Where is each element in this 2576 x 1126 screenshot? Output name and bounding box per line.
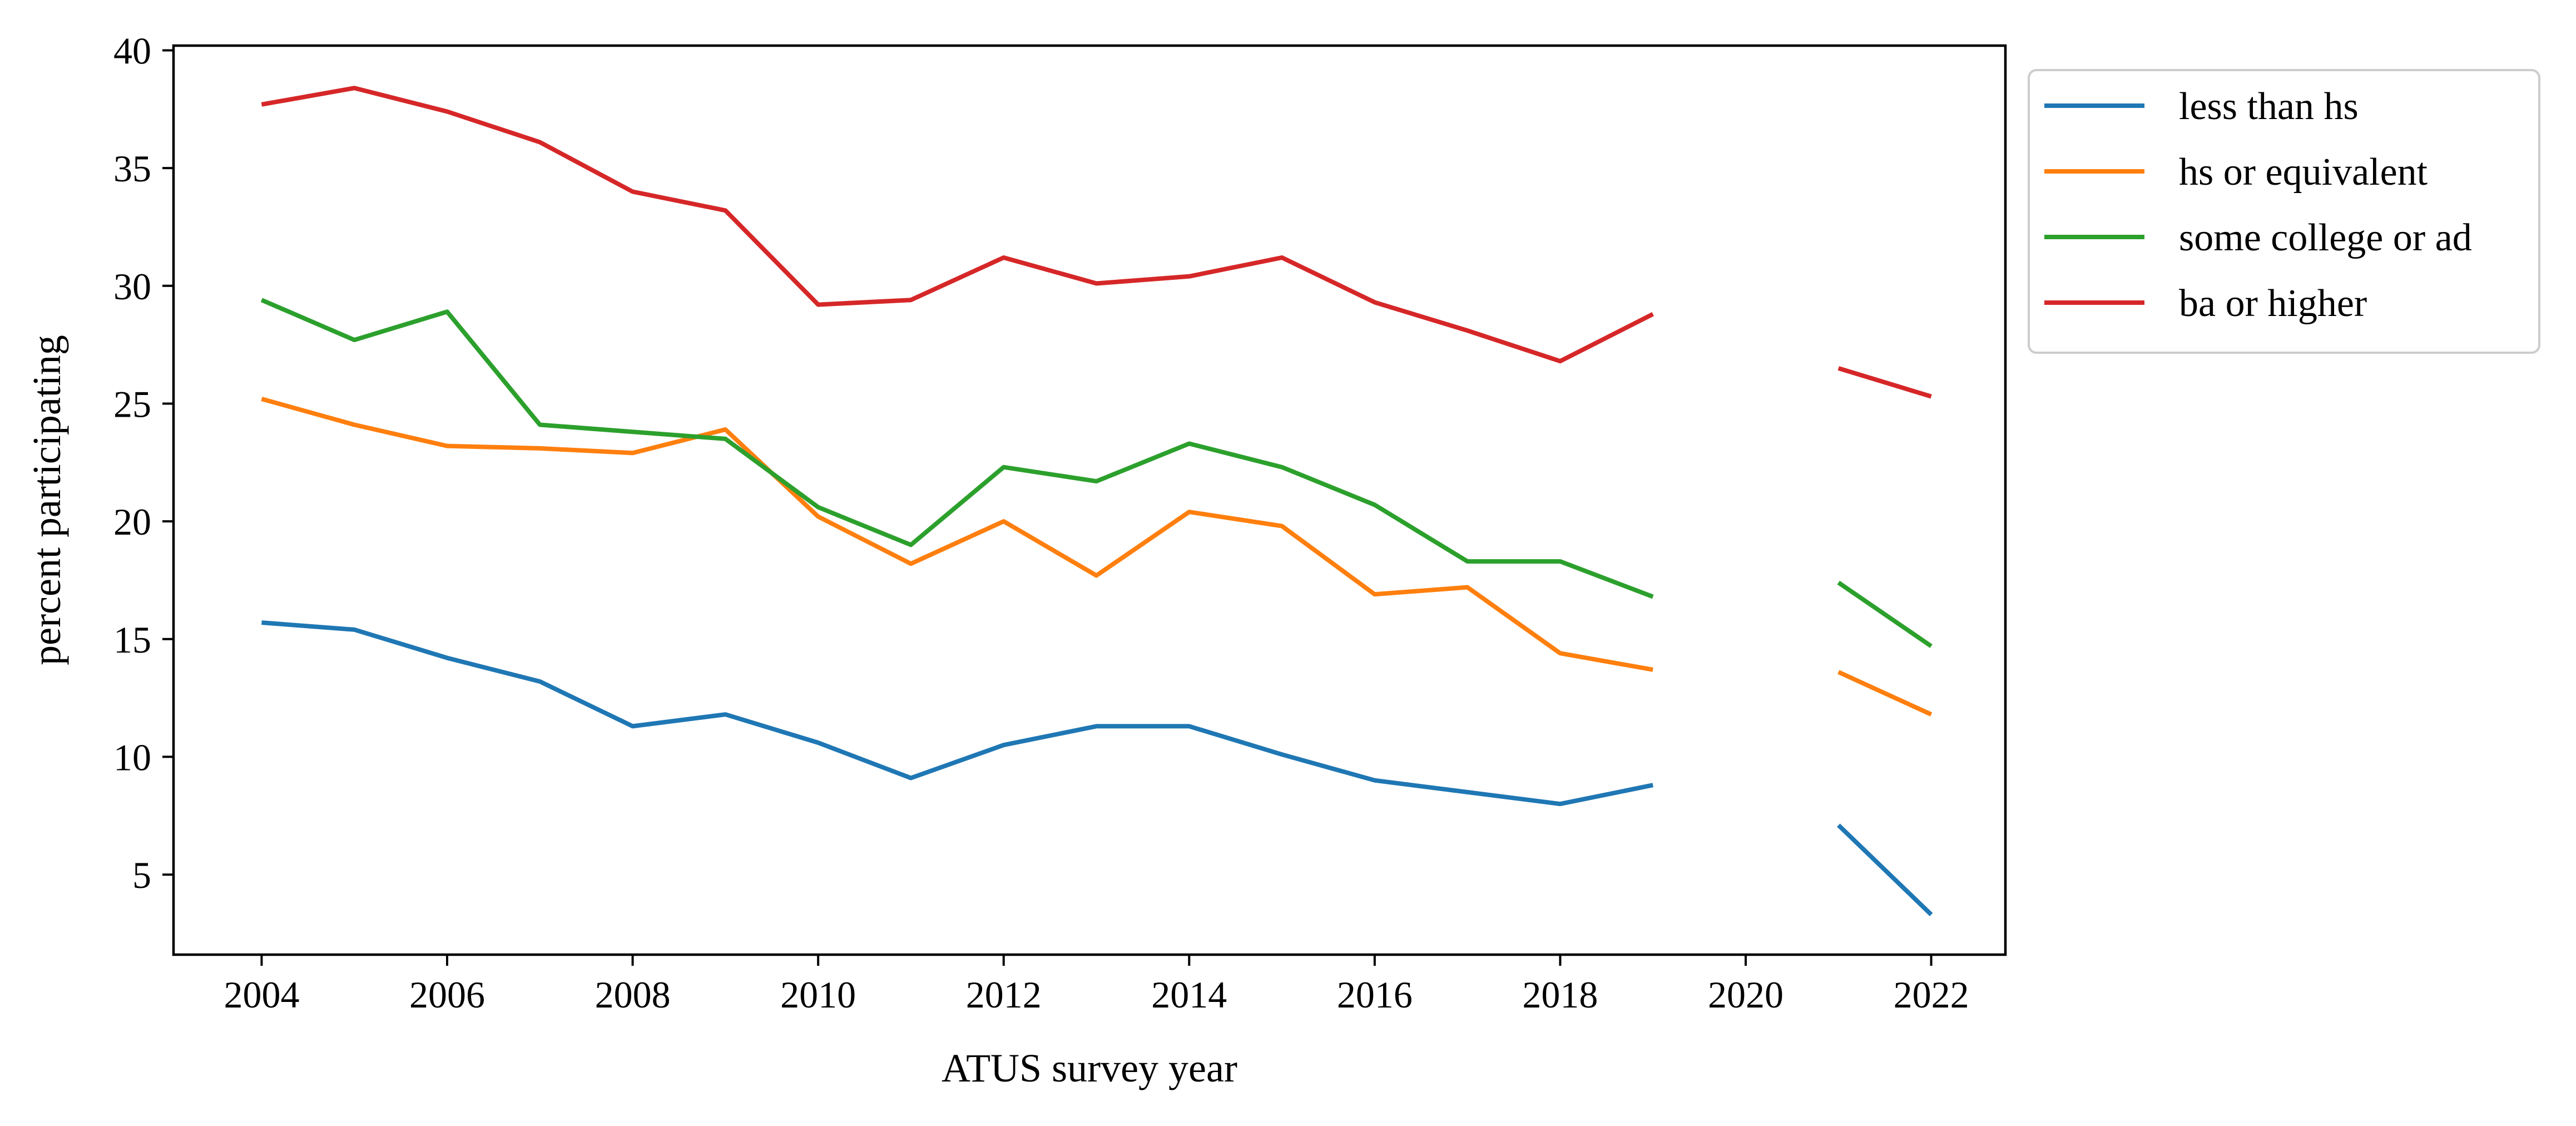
y-tick-label: 10: [113, 736, 151, 778]
series-line: [1837, 670, 1933, 717]
legend-label: ba or higher: [2179, 282, 2367, 325]
legend: less than hs hs or equivalent some college…: [2028, 69, 2540, 354]
series-line: [260, 298, 1654, 599]
legend-label: less than hs: [2179, 85, 2359, 128]
x-tick-label: 2008: [595, 974, 671, 1016]
plot-frame: [172, 44, 2007, 956]
x-tick-label: 2014: [1151, 974, 1227, 1016]
y-axis: 5 10 15 20 25 30 35 40: [113, 29, 174, 896]
legend-box: [2028, 69, 2540, 354]
x-tick-label: 2012: [966, 974, 1042, 1016]
x-tick-label: 2018: [1522, 974, 1598, 1016]
y-tick-label: 35: [113, 147, 151, 190]
series-line: [1837, 366, 1932, 399]
x-tick-label: 2016: [1337, 974, 1413, 1016]
y-tick-label: 15: [113, 619, 151, 661]
x-tick-label: 2004: [224, 974, 299, 1016]
series-line: [1837, 823, 1933, 916]
series-layer: [260, 86, 1933, 916]
y-tick-label: 20: [113, 501, 151, 543]
x-tick-label: 2022: [1894, 974, 1969, 1016]
y-tick-label: 30: [113, 265, 151, 308]
x-tick-label: 2006: [409, 974, 485, 1016]
series-line: [261, 397, 1653, 672]
y-tick-label: 25: [113, 383, 151, 425]
y-tick-label: 40: [113, 29, 151, 72]
y-axis-label: percent participating: [24, 335, 69, 665]
x-axis-label: ATUS survey year: [942, 1046, 1237, 1090]
legend-label: some college or ad: [2179, 216, 2472, 259]
series-line: [1837, 580, 1933, 648]
x-tick-label: 2010: [780, 974, 856, 1016]
series-line: [261, 620, 1653, 807]
x-tick-label: 2020: [1708, 974, 1784, 1016]
x-axis: 2004 2006 2008 2010 2012 2014 2016 2018 2020 2022: [224, 955, 1969, 1016]
series-line: [261, 86, 1654, 364]
y-tick-label: 5: [132, 854, 151, 896]
legend-label: hs or equivalent: [2179, 151, 2428, 194]
